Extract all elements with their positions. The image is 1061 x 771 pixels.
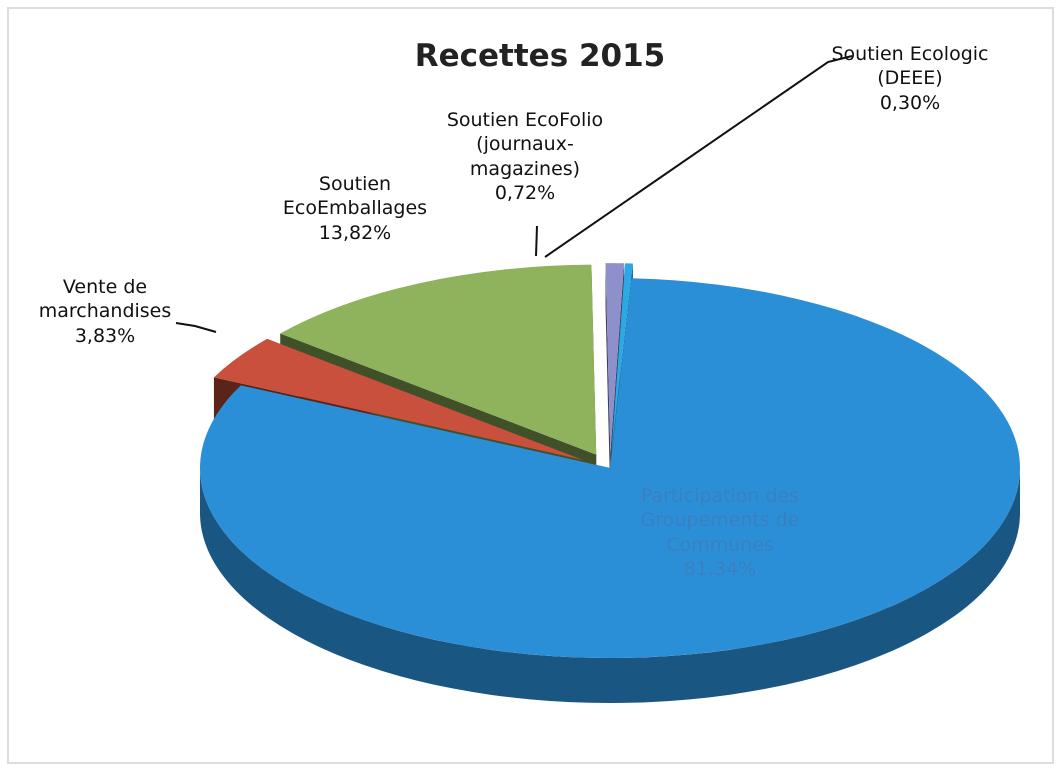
value-label: 81,34%	[683, 557, 757, 580]
slice	[213, 338, 584, 460]
slice-side	[605, 263, 611, 499]
slice	[199, 278, 1020, 658]
slice-label: Soutien Ecologic (DEEE) 0,30%	[824, 42, 996, 115]
category-name: Soutien Ecologic (DEEE)	[831, 43, 989, 90]
value-label: 3,83%	[74, 324, 136, 347]
leader-line	[175, 322, 217, 333]
slice	[605, 263, 625, 454]
frame	[7, 7, 1054, 764]
slice	[280, 264, 597, 455]
leader-line	[535, 225, 538, 257]
slice-label: Soutien EcoFolio (journaux-magazines) 0,7…	[436, 108, 614, 205]
slice-side	[200, 468, 1020, 703]
slice-label: Soutien EcoEmballages 13,82%	[270, 172, 440, 245]
leader-line	[544, 55, 853, 258]
value-label: 13,82%	[318, 221, 392, 244]
value-label: 0,72%	[494, 181, 556, 204]
category-name: Vente de marchandises	[38, 276, 172, 323]
slice-label: Vente de marchandises 3,83%	[30, 275, 180, 348]
value-label: 0,30%	[879, 91, 941, 114]
category-name: Participation des Groupements de Commune…	[640, 485, 800, 556]
category-name: Soutien EcoFolio (journaux-magazines)	[446, 109, 604, 180]
category-name: Soutien EcoEmballages	[282, 173, 428, 220]
slice-label: Participation des Groupements de Commune…	[615, 484, 825, 581]
chart-title: Recettes 2015	[414, 38, 666, 74]
slice	[611, 263, 633, 454]
